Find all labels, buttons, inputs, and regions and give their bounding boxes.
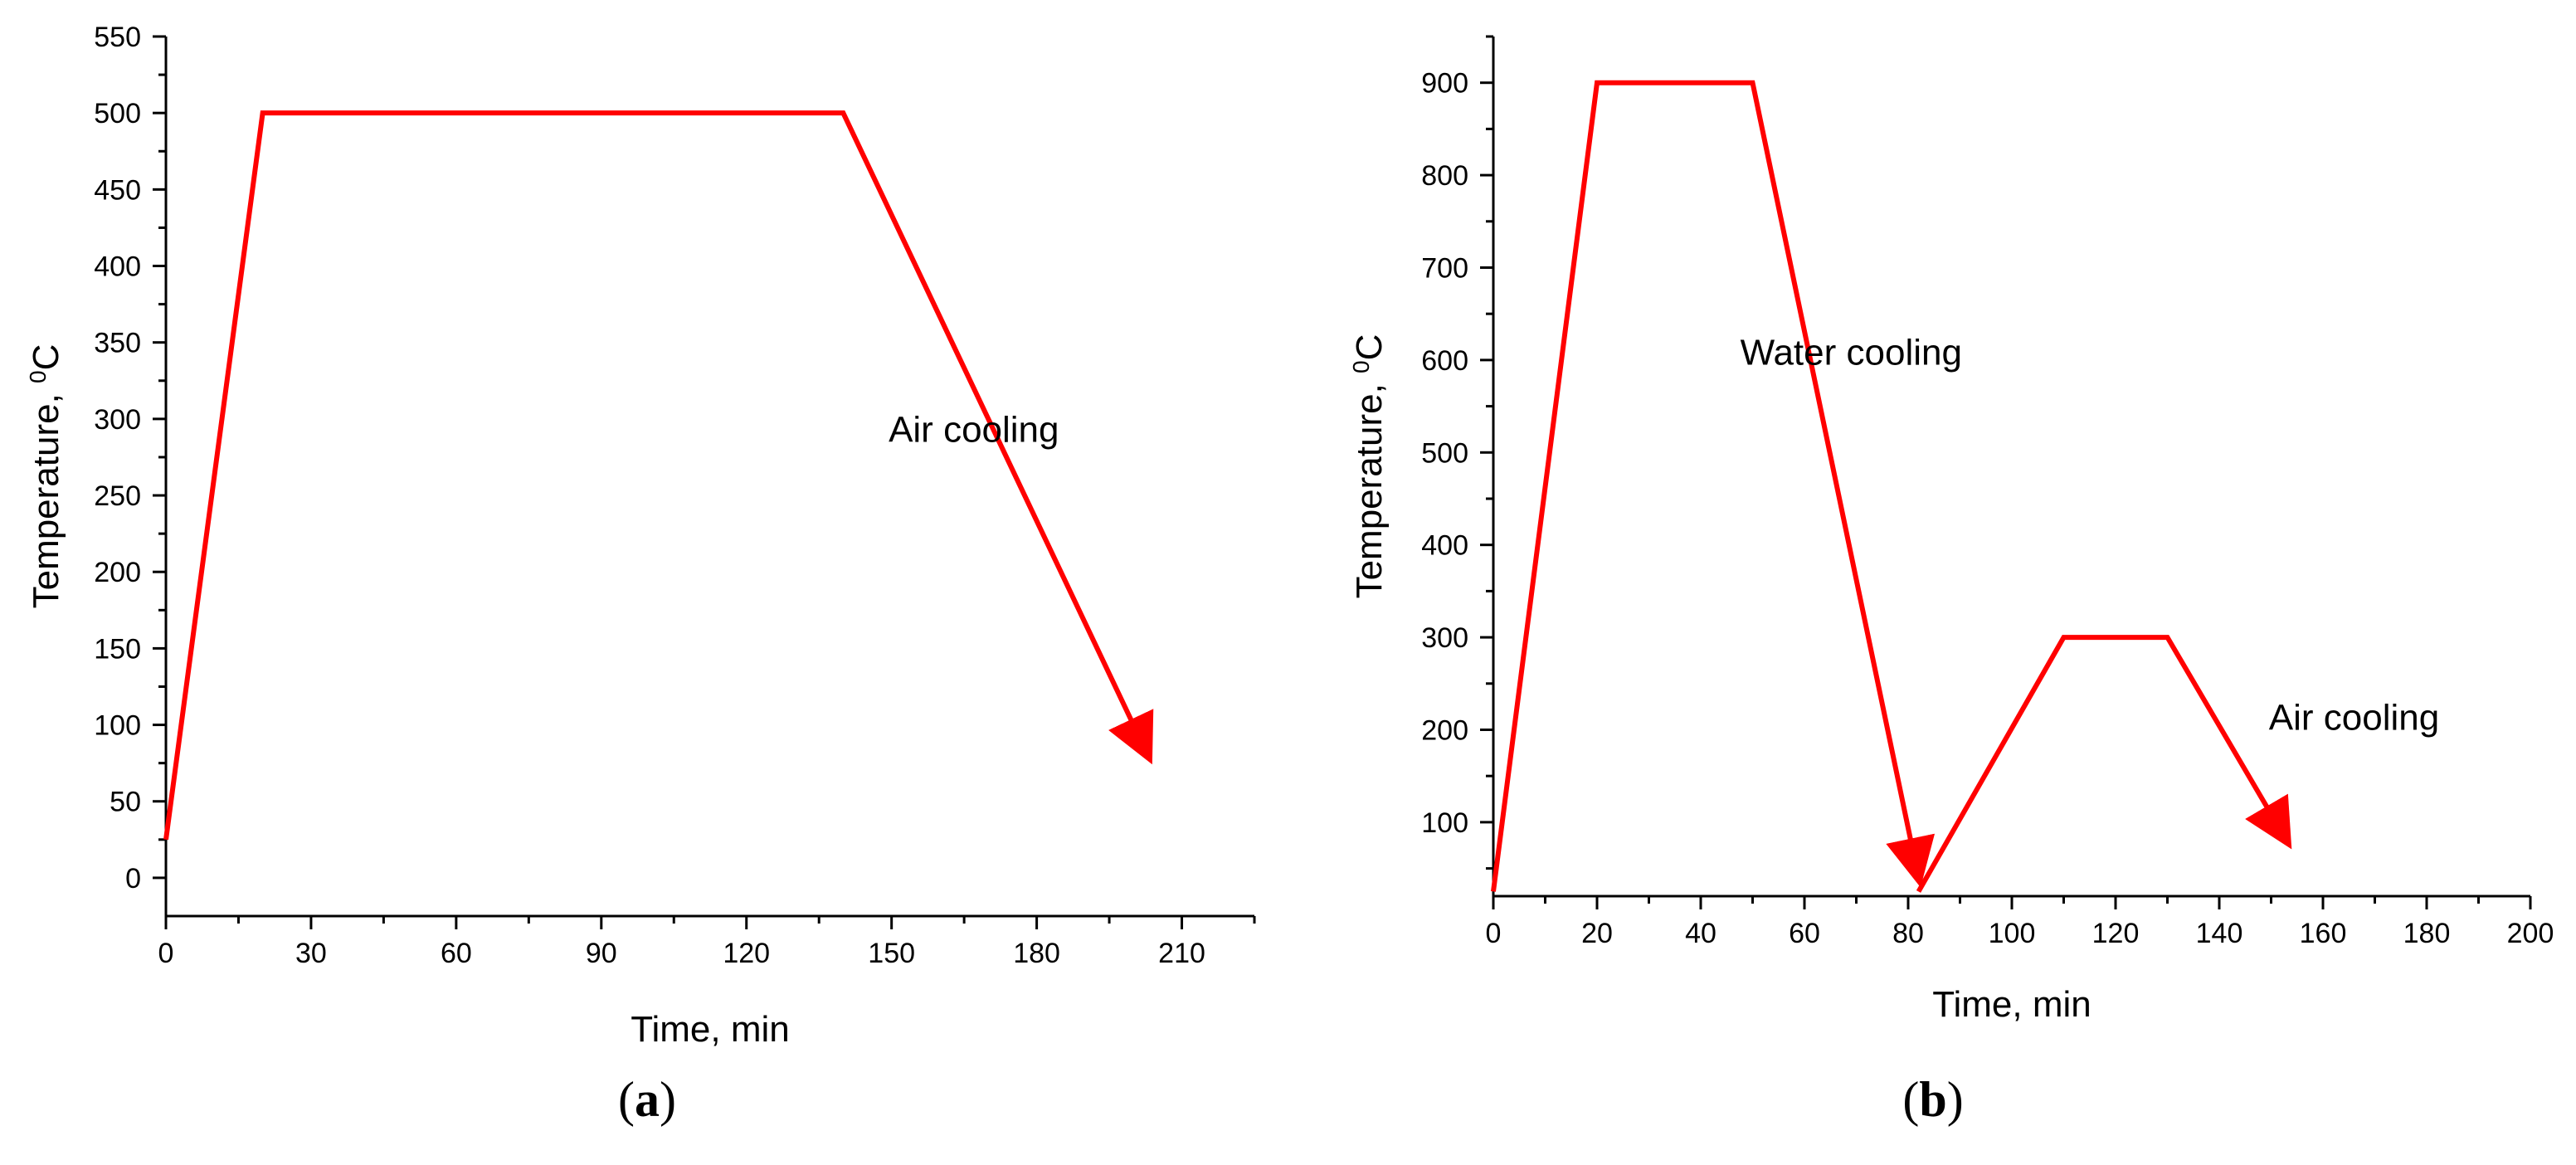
- chart-b: 0 20 40 60 80 100 120 140 160 180 200 100 200 300 400 5…: [1348, 35, 2554, 1127]
- x-axis-label: Time, min: [1932, 984, 2091, 1025]
- x-tick-label: 160: [2300, 918, 2347, 949]
- y-tick-label: 500: [94, 98, 141, 129]
- y-tick-label: 100: [1421, 807, 1468, 839]
- chart-a: 0 30 60 90 120 150 180 210 0 50 100 150 200 250 300 350…: [25, 22, 1256, 1127]
- x-tick-label: 20: [1581, 918, 1613, 949]
- panel-caption: (b): [1902, 1072, 1963, 1127]
- x-tick-label: 60: [441, 938, 472, 969]
- y-tick-label: 800: [1421, 160, 1468, 192]
- x-tick-label: 0: [1486, 918, 1502, 949]
- y-tick-label: 350: [94, 328, 141, 359]
- x-axis-label: Time, min: [631, 1009, 790, 1050]
- y-tick-label: 450: [94, 174, 141, 206]
- panel-caption: (a): [618, 1072, 676, 1127]
- series-line: [1916, 635, 2292, 893]
- y-axis-label: Temperature, 0C: [1348, 334, 1390, 599]
- x-tick-label: 40: [1685, 918, 1717, 949]
- y-tick-label: 900: [1421, 68, 1468, 100]
- y-tick-label: 600: [1421, 345, 1468, 377]
- x-tick-label: 80: [1892, 918, 1924, 949]
- x-tick-label: 0: [158, 938, 174, 969]
- y-tick-label: 0: [125, 863, 141, 894]
- y-tick-label: 550: [94, 22, 141, 53]
- x-tick-label: 120: [2092, 918, 2140, 949]
- y-tick-label: 200: [94, 557, 141, 588]
- y-tick-label: 150: [94, 633, 141, 665]
- x-tick-label: 140: [2196, 918, 2243, 949]
- x-tick-label: 60: [1789, 918, 1820, 949]
- x-tick-label: 180: [2403, 918, 2451, 949]
- x-tick-label: 210: [1158, 938, 1205, 969]
- annotation-label: Air cooling: [889, 410, 1059, 451]
- annotation-label: Water cooling: [1741, 332, 1962, 373]
- y-tick-label: 300: [1421, 622, 1468, 654]
- series-line: [1491, 80, 1936, 892]
- x-tick-label: 30: [295, 938, 327, 969]
- y-tick-label: 100: [94, 710, 141, 742]
- y-tick-label: 400: [94, 251, 141, 283]
- annotation-label: Air cooling: [2269, 697, 2439, 738]
- y-tick-label: 200: [1421, 714, 1468, 746]
- y-tick-label: 500: [1421, 437, 1468, 469]
- y-tick-label: 300: [94, 404, 141, 436]
- x-tick-label: 200: [2507, 918, 2554, 949]
- x-tick-label: 100: [1989, 918, 2036, 949]
- y-tick-label: 400: [1421, 530, 1468, 562]
- x-tick-label: 120: [723, 938, 770, 969]
- x-tick-label: 90: [586, 938, 617, 969]
- y-axis-label: Temperature, 0C: [25, 344, 67, 609]
- series-line: [163, 110, 1154, 841]
- y-tick-label: 50: [110, 787, 141, 818]
- x-tick-label: 150: [868, 938, 915, 969]
- x-tick-label: 180: [1013, 938, 1060, 969]
- y-tick-label: 250: [94, 480, 141, 512]
- y-tick-label: 700: [1421, 252, 1468, 284]
